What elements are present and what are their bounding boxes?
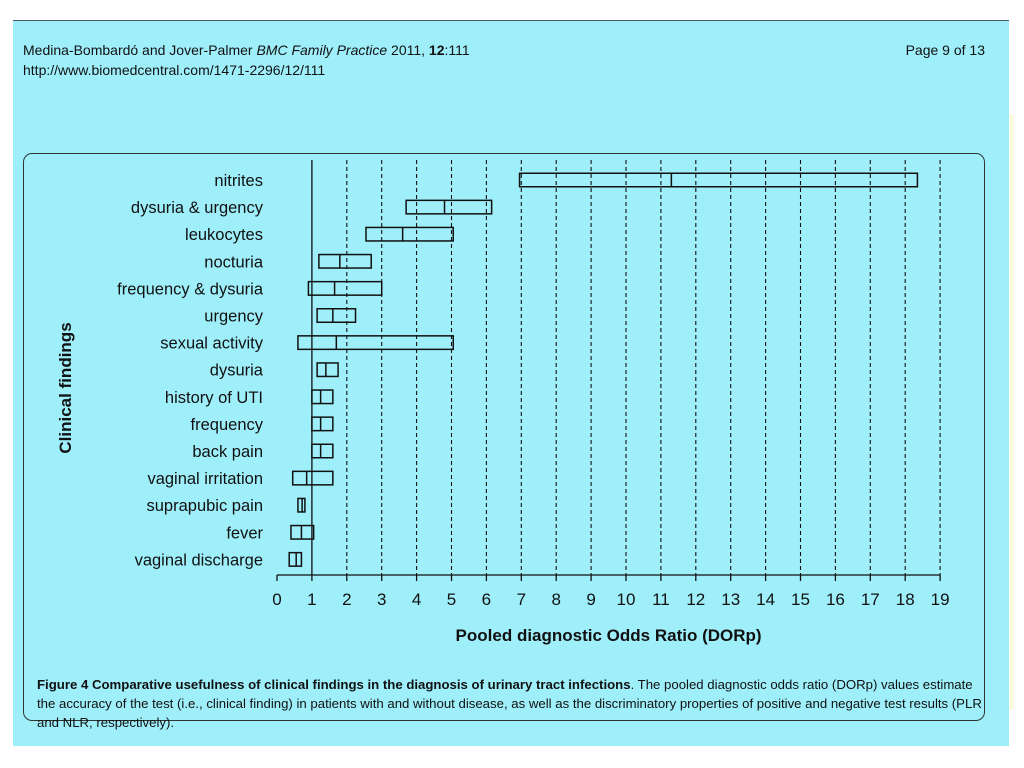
citation-line: Medina-Bombardó and Jover-Palmer BMC Fam… (23, 42, 470, 58)
page-number: Page 9 of 13 (905, 42, 985, 58)
finding-label: nocturia (204, 253, 264, 271)
x-tick-label: 9 (586, 590, 595, 609)
x-tick-label: 13 (721, 590, 740, 609)
page-edge-strip (1009, 114, 1014, 710)
x-tick-label: 7 (517, 590, 526, 609)
interval-box (311, 389, 334, 405)
interval-box (291, 470, 334, 486)
x-tick-label: 0 (272, 590, 281, 609)
citation-journal: BMC Family Practice (256, 42, 388, 58)
interval-box (288, 551, 303, 567)
interval-box (290, 524, 315, 540)
x-tick-label: 18 (896, 590, 915, 609)
finding-label: frequency (191, 416, 264, 434)
interval-box (316, 362, 339, 378)
finding-label: frequency & dysuria (117, 280, 264, 298)
x-tick-label: 12 (686, 590, 705, 609)
finding-label: sexual activity (160, 335, 263, 353)
x-tick-label: 4 (412, 590, 421, 609)
x-axis-title: Pooled diagnostic Odds Ratio (DORp) (456, 626, 762, 645)
interval-box (318, 253, 372, 269)
citation-authors: Medina-Bombardó and Jover-Palmer (23, 42, 253, 58)
citation-year: 2011, (391, 42, 426, 58)
page-top-rule (13, 20, 1009, 21)
finding-label: nitrites (214, 172, 263, 190)
finding-label: leukocytes (185, 226, 263, 244)
x-tick-label: 19 (931, 590, 950, 609)
x-tick-label: 8 (551, 590, 560, 609)
x-tick-label: 15 (791, 590, 810, 609)
interval-box (518, 172, 919, 188)
x-tick-label: 14 (756, 590, 775, 609)
caption-label: Figure 4 Comparative usefulness of clini… (37, 677, 631, 692)
figure-frame (23, 153, 985, 721)
figure-caption: Figure 4 Comparative usefulness of clini… (37, 675, 987, 732)
x-tick-label: 2 (342, 590, 351, 609)
figure-4-chart: 0 1 2 3 4 5 6 7 8 9 10 11 12 13 14 15 16 17 18 19nitritesdy… (56, 160, 950, 645)
interval-box (311, 443, 334, 459)
interval-box (311, 416, 334, 432)
x-tick-label: 6 (482, 590, 491, 609)
x-tick-label: 3 (377, 590, 386, 609)
finding-label: suprapubic pain (147, 497, 264, 515)
x-tick-label: 10 (617, 590, 636, 609)
finding-label: back pain (192, 443, 263, 461)
citation-article: :111 (444, 42, 470, 58)
finding-label: urgency (204, 308, 263, 326)
finding-label: vaginal discharge (135, 551, 263, 569)
x-tick-label: 17 (861, 590, 880, 609)
interval-box (405, 199, 493, 215)
citation-volume: 12 (428, 42, 445, 58)
journal-page: Medina-Bombardó and Jover-Palmer BMC Fam… (13, 20, 1014, 746)
x-tick-label: 11 (652, 590, 670, 609)
interval-box (316, 308, 357, 323)
interval-box (297, 335, 454, 351)
x-tick-label: 16 (826, 590, 845, 609)
interval-box (307, 280, 383, 296)
finding-label: vaginal irritation (147, 470, 263, 488)
finding-label: history of UTI (165, 389, 263, 407)
finding-label: fever (226, 524, 263, 542)
citation-url[interactable]: http://www.biomedcentral.com/1471-2296/1… (23, 62, 326, 78)
x-tick-label: 5 (447, 590, 456, 609)
finding-label: dysuria & urgency (131, 199, 264, 217)
finding-label: dysuria (210, 362, 264, 380)
y-axis-title: Clinical findings (56, 322, 75, 453)
x-tick-label: 1 (307, 590, 316, 609)
caption-text: . The pooled diagnostic odds ratio (DORp… (37, 677, 982, 730)
interval-box (365, 226, 454, 242)
